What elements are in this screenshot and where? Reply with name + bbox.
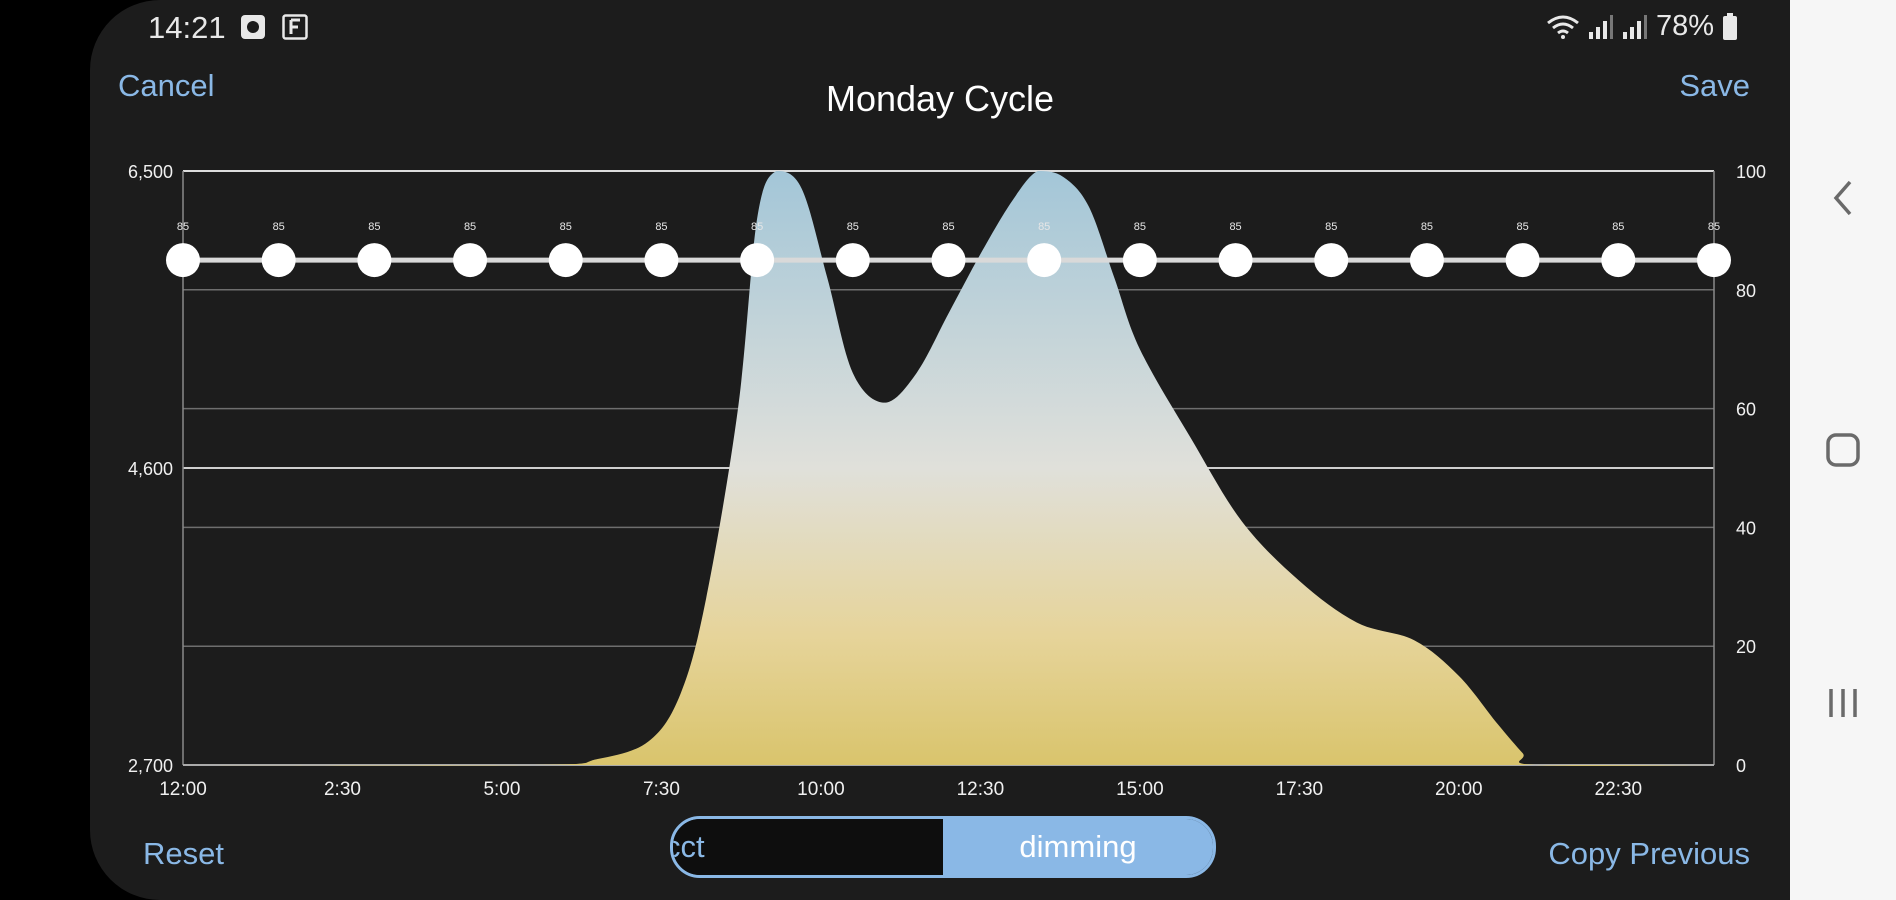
control-point-label: 85 (751, 221, 763, 233)
left-axis: 6,500 4,600 2,700 (128, 162, 173, 776)
home-button[interactable] (1790, 410, 1896, 490)
control-point[interactable] (357, 243, 392, 278)
x-tick-label: 7:30 (643, 779, 680, 800)
reset-button[interactable]: Reset (143, 836, 224, 871)
control-point[interactable] (166, 243, 200, 278)
control-point[interactable] (548, 243, 583, 278)
x-tick-label: 12:30 (957, 779, 1005, 800)
chart-area-series (183, 171, 1714, 766)
battery-icon (1723, 12, 1737, 40)
right-axis: 100 80 60 40 20 0 (1736, 162, 1766, 776)
control-points[interactable]: 85 85 85 85 85 85 85 85 85 85 85 85 85 85 85 85 85 (166, 221, 1731, 278)
right-tick-label: 0 (1736, 756, 1746, 776)
control-point[interactable] (1218, 243, 1253, 278)
save-button[interactable]: Save (1679, 68, 1750, 103)
x-axis: 12:00 2:30 5:00 7:30 10:00 12:30 15:00 17:30 20:… (159, 779, 1642, 800)
control-point-label: 85 (1325, 221, 1337, 233)
x-tick-label: 2:30 (324, 779, 361, 800)
left-tick-label: 6,500 (128, 162, 173, 182)
toggle-label-dimming: dimming (1019, 829, 1137, 864)
toggle-option-cct[interactable]: cct (673, 819, 943, 875)
x-tick-label: 17:30 (1276, 779, 1324, 800)
control-point-label: 85 (847, 221, 859, 233)
control-point[interactable] (453, 243, 488, 278)
control-point[interactable] (1409, 243, 1444, 278)
control-point[interactable] (1505, 243, 1540, 278)
control-point-label: 85 (1038, 221, 1050, 233)
control-point[interactable] (644, 243, 679, 278)
copy-previous-button[interactable]: Copy Previous (1548, 836, 1750, 871)
battery-percent: 78% (1655, 10, 1714, 42)
toggle-label-cct: cct (673, 829, 705, 864)
control-point-label: 85 (1134, 221, 1146, 233)
x-tick-label: 5:00 (483, 779, 520, 800)
control-point[interactable] (1601, 243, 1636, 278)
cancel-button[interactable]: Cancel (118, 68, 215, 103)
back-icon (1833, 180, 1852, 216)
x-tick-label: 10:00 (797, 779, 845, 800)
control-point[interactable] (1314, 243, 1349, 278)
control-point-label: 85 (560, 221, 572, 233)
x-tick-label: 22:30 (1595, 779, 1643, 800)
right-tick-label: 40 (1736, 518, 1756, 538)
page-title: Monday Cycle (825, 78, 1055, 119)
right-tick-label: 20 (1736, 637, 1756, 657)
mode-toggle[interactable]: cct dimming (670, 816, 1216, 878)
control-point[interactable] (931, 243, 966, 278)
left-tick-label: 4,600 (128, 459, 173, 479)
right-tick-label: 100 (1736, 162, 1766, 182)
control-point-label: 85 (177, 221, 189, 233)
status-indicators: 78% (1546, 10, 1738, 43)
control-point-label: 85 (942, 221, 954, 233)
right-tick-label: 80 (1736, 281, 1756, 301)
back-button[interactable] (1790, 158, 1896, 238)
control-point-label: 85 (1612, 221, 1624, 233)
system-nav-bar (1790, 0, 1896, 900)
control-point[interactable] (1122, 243, 1157, 278)
control-point[interactable] (835, 243, 870, 278)
app-screen: 14:21 78% Cancel Monday Cycle Save (90, 0, 1790, 900)
control-point-label: 85 (1708, 221, 1720, 233)
control-point-label: 85 (273, 221, 285, 233)
control-point-label: 85 (464, 221, 476, 233)
control-point-label: 85 (1517, 221, 1529, 233)
signal-icon (1588, 14, 1613, 39)
cycle-chart[interactable]: 6,500 4,600 2,700 100 80 60 40 20 0 12:00 2:30 5:… (90, 0, 1790, 820)
recents-icon (1829, 689, 1857, 717)
right-tick-label: 60 (1736, 400, 1756, 420)
control-point[interactable] (261, 243, 296, 278)
x-tick-label: 20:00 (1435, 779, 1483, 800)
control-point-label: 85 (1229, 221, 1241, 233)
home-icon (1826, 433, 1860, 467)
x-tick-label: 12:00 (159, 779, 207, 800)
control-point-label: 85 (1421, 221, 1433, 233)
control-point[interactable] (1027, 243, 1062, 278)
f-badge-icon (282, 14, 308, 40)
toggle-option-dimming[interactable]: dimming (943, 819, 1213, 875)
signal-icon (1622, 14, 1647, 39)
alarm-icon (241, 15, 265, 39)
x-tick-label: 15:00 (1116, 779, 1164, 800)
recents-button[interactable] (1790, 663, 1896, 743)
left-tick-label: 2,700 (128, 756, 173, 776)
control-point[interactable] (740, 243, 775, 278)
control-point[interactable] (1697, 243, 1731, 278)
wifi-icon (1547, 15, 1579, 39)
control-point-label: 85 (655, 221, 667, 233)
status-time: 14:21 (148, 10, 226, 45)
control-point-label: 85 (368, 221, 380, 233)
